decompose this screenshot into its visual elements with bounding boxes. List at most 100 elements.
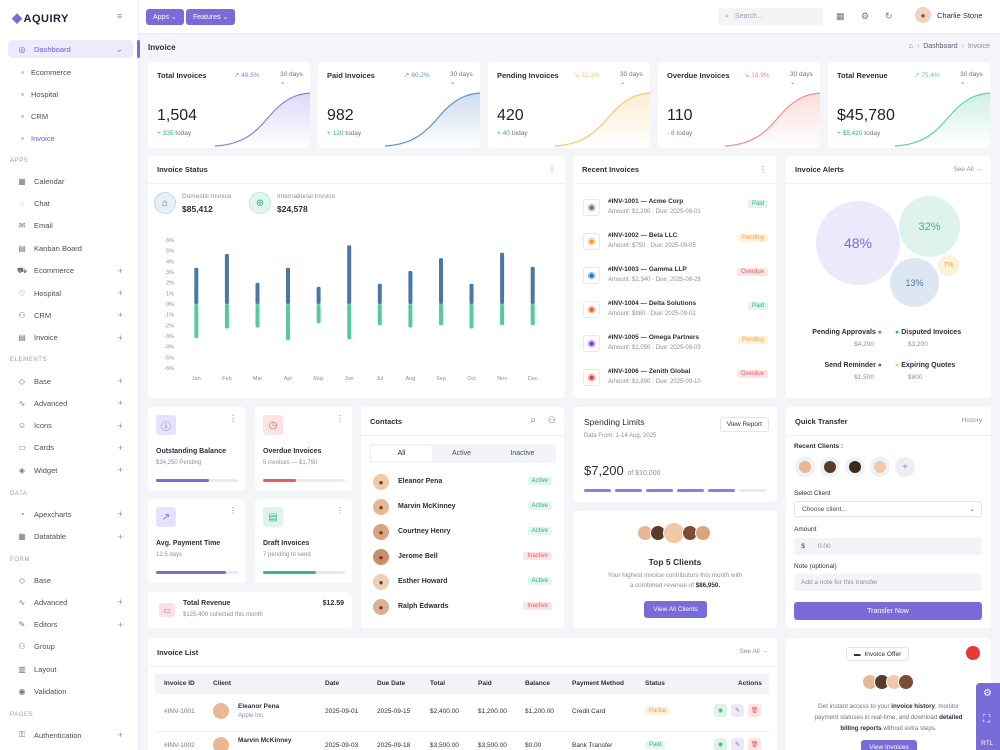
amount-input[interactable]: $0.00	[794, 538, 982, 555]
sidebar-sub-invoice[interactable]: Invoice	[21, 134, 55, 143]
history-link[interactable]: History	[961, 417, 982, 424]
search-icon[interactable]: ⌕	[530, 415, 536, 426]
column-header[interactable]: Total	[430, 680, 446, 687]
sidebar-item-elements-base[interactable]: ◇ Base +	[8, 372, 133, 390]
bar-aug-s1[interactable]	[408, 304, 413, 328]
contact-row[interactable]: ● Esther Howard Active	[361, 573, 564, 593]
home-icon[interactable]: ⌂	[908, 43, 913, 50]
note-input[interactable]: Add a note for this transfer	[794, 574, 982, 591]
breadcrumb-dashboard[interactable]: Dashboard	[923, 43, 958, 50]
bar-oct-s0[interactable]	[469, 283, 474, 304]
recent-client-avatar[interactable]	[870, 457, 890, 477]
client-select[interactable]: Choose client... ⌄	[794, 501, 982, 517]
recent-invoice-item[interactable]: ◉ #INV-1005 — Omega Partners Amount: $1,05…	[573, 332, 776, 362]
transfer-now-button[interactable]: Transfer Now	[794, 602, 982, 620]
sidebar-item-elements-icons[interactable]: ☺ Icons +	[17, 420, 123, 431]
sidebar-item-form-base[interactable]: ◇ Base	[8, 571, 133, 589]
bar-may-s1[interactable]	[316, 304, 321, 324]
delete-icon[interactable]: 🗑	[748, 738, 761, 750]
view-invoices-button[interactable]: View Invoices	[861, 740, 917, 750]
sidebar-item-apps-crm[interactable]: ⚇ CRM +	[8, 306, 133, 324]
contact-row[interactable]: ● Eleanor Pena Active	[361, 473, 564, 493]
see-all-link[interactable]: See All →	[953, 166, 982, 173]
more-icon[interactable]: ⋮	[229, 506, 237, 515]
table-row[interactable]: #INV-1002 2025-09-03 2025-09-18 $3,500.00 $3…	[148, 731, 777, 750]
sidebar-item-apps-chat[interactable]: ◌ Chat	[8, 194, 133, 212]
contact-row[interactable]: ● Courtney Henry Active	[361, 523, 564, 543]
recent-client-avatar[interactable]	[820, 457, 840, 477]
more-icon[interactable]: ⋮	[548, 165, 556, 174]
tab-active[interactable]: Active	[451, 450, 472, 457]
expand-icon[interactable]: ⛶	[983, 714, 990, 725]
bar-dec-s0[interactable]	[530, 266, 535, 304]
bar-jul-s0[interactable]	[377, 283, 382, 304]
sidebar-item-apps-email[interactable]: ✉ Email	[8, 217, 133, 235]
tab-all[interactable]: All	[371, 446, 432, 461]
bar-feb-s1[interactable]	[224, 304, 229, 329]
app-logo[interactable]: ◆AQUIRY	[12, 10, 69, 25]
recent-invoice-item[interactable]: ◉ #INV-1001 — Acme Corp Amount: $1,200 · D…	[573, 196, 776, 226]
refresh-icon[interactable]: ↻	[885, 11, 893, 21]
sidebar-sub-ecommerce[interactable]: Ecommerce	[20, 68, 72, 77]
recent-invoice-item[interactable]: ◉ #INV-1004 — Delta Solutions Amount: $980…	[573, 298, 776, 328]
sidebar-item-dashboard[interactable]: ◎ Dashboard ⌄	[8, 40, 140, 58]
column-header[interactable]: Date	[325, 680, 340, 687]
sidebar-sub-hospital[interactable]: Hospital	[20, 90, 59, 99]
bar-apr-s0[interactable]	[286, 267, 290, 304]
sidebar-item-elements-advanced[interactable]: ∿ Advanced +	[8, 394, 133, 412]
bar-sep-s0[interactable]	[439, 258, 443, 304]
sidebar-item-form-editors[interactable]: ✎ Editors +	[8, 616, 133, 634]
view-report-button[interactable]: View Report	[719, 417, 769, 432]
user-menu[interactable]: ● Charlie Stone	[915, 7, 982, 23]
period-dropdown[interactable]: 30 days ⌄	[450, 71, 473, 86]
column-header[interactable]: Invoice ID	[164, 680, 195, 687]
bar-nov-s1[interactable]	[500, 304, 505, 326]
sidebar-item-elements-widget[interactable]: ◈ Widget +	[8, 461, 133, 479]
sidebar-item-data-datatable[interactable]: ▦ Datatable +	[8, 528, 133, 546]
edit-icon[interactable]: ✎	[731, 738, 744, 750]
recent-client-avatar[interactable]	[795, 457, 815, 477]
bar-mar-s1[interactable]	[255, 304, 260, 328]
contact-row[interactable]: ● Jerome Bell Inactive	[361, 548, 564, 568]
sidebar-item-pages-authentication[interactable]: ⚿ Authentication +	[8, 726, 133, 744]
tab-inactive[interactable]: Inactive	[510, 450, 535, 457]
view-icon[interactable]: ◉	[714, 704, 727, 717]
period-dropdown[interactable]: 30 days ⌄	[960, 71, 983, 86]
column-header[interactable]: Client	[213, 680, 232, 687]
period-dropdown[interactable]: 30 days ⌄	[620, 71, 643, 86]
column-header[interactable]: Status	[645, 680, 665, 687]
sidebar-item-elements-cards[interactable]: ▭ Cards +	[8, 439, 133, 457]
more-icon[interactable]: ⋮	[759, 165, 767, 174]
recent-client-avatar[interactable]	[845, 457, 865, 477]
bar-sep-s1[interactable]	[439, 304, 443, 326]
view-all-clients-button[interactable]: View All Clients	[644, 601, 707, 618]
sidebar-sub-crm[interactable]: CRM	[20, 112, 49, 121]
bar-aug-s0[interactable]	[408, 270, 413, 304]
gear-icon[interactable]: ⚙	[861, 11, 870, 21]
bar-jun-s0[interactable]	[347, 245, 352, 304]
edit-icon[interactable]: ✎	[731, 704, 744, 717]
recent-invoice-item[interactable]: ◉ #INV-1003 — Gamma LLP Amount: $2,340 · D…	[573, 264, 776, 294]
contact-row[interactable]: ● Marvin McKinney Active	[361, 498, 564, 518]
delete-icon[interactable]: 🗑	[748, 704, 761, 717]
column-header[interactable]: Due Date	[377, 680, 406, 687]
sidebar-item-apps-calendar[interactable]: ▦ Calendar	[8, 172, 133, 190]
bar-jun-s1[interactable]	[347, 304, 352, 340]
bar-jul-s1[interactable]	[377, 304, 382, 326]
calendar-icon[interactable]: ▦	[836, 11, 845, 21]
bar-apr-s1[interactable]	[286, 304, 290, 341]
period-dropdown[interactable]: 30 days ⌄	[280, 71, 303, 86]
more-icon[interactable]: ⋮	[229, 414, 237, 423]
search-input[interactable]: ⌕ Search...	[718, 8, 823, 25]
rtl-toggle[interactable]: RTL	[981, 740, 994, 747]
customizer-tab[interactable]: ⚙ ⛶ RTL	[976, 683, 1000, 750]
features-dropdown-button[interactable]: Features ⌄	[186, 9, 236, 25]
table-row[interactable]: #INV-1001 2025-09-01 2025-09-15 $2,400.00 $1…	[148, 700, 777, 730]
add-client-button[interactable]: +	[895, 457, 915, 477]
sidebar-item-form-group[interactable]: ⚇ Group	[8, 638, 133, 656]
add-user-icon[interactable]: ⚇	[547, 415, 556, 425]
column-header[interactable]: Balance	[525, 680, 550, 687]
recent-invoice-item[interactable]: ◉ #INV-1006 — Zenith Global Amount: $1,890…	[573, 366, 776, 396]
sidebar-item-form-validation[interactable]: ◉ Validation	[8, 683, 133, 701]
gear-icon[interactable]: ⚙	[983, 688, 992, 699]
